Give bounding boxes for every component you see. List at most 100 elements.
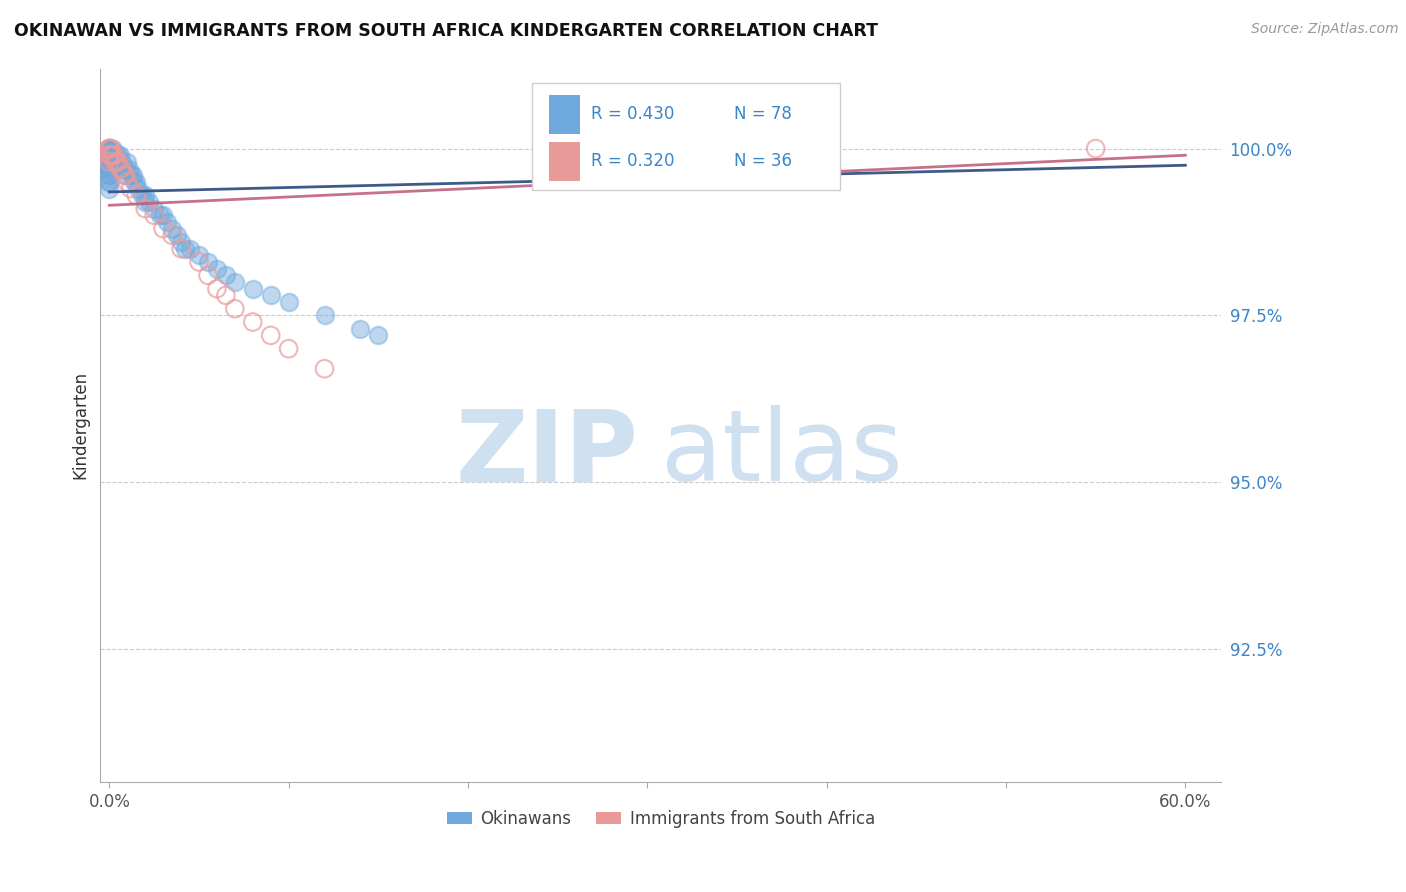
Point [98,142,121,156]
Point [98,142,121,156]
Point [98,181,121,195]
Point [98,155,121,169]
Point [108,161,131,176]
Point [120,181,142,195]
Point [107,148,129,162]
Point [134,194,156,209]
Point [98,161,121,176]
Point [98,148,121,162]
Point [100,142,122,156]
Point [98,142,121,156]
Point [205,282,228,296]
Point [242,315,264,329]
Point [197,255,219,269]
Point [152,208,174,222]
Point [349,321,371,335]
Point [98,142,121,156]
Point [98,175,121,189]
Text: N = 36: N = 36 [734,153,792,170]
Point [143,202,166,216]
Point [100,142,122,156]
Point [131,188,153,202]
Point [277,295,299,310]
Point [127,181,149,195]
Point [224,301,246,316]
Point [143,208,166,222]
Legend: Okinawans, Immigrants from South Africa: Okinawans, Immigrants from South Africa [440,804,882,835]
Point [98,142,121,156]
Point [111,161,134,176]
Point [125,175,148,189]
Point [205,261,228,276]
Point [160,221,183,235]
Point [98,161,121,176]
Text: R = 0.320: R = 0.320 [592,153,675,170]
Point [124,175,146,189]
Point [98,142,121,156]
Point [120,168,142,182]
Point [105,155,128,169]
Point [215,288,238,302]
Point [215,268,238,283]
Point [100,148,122,162]
Point [1084,142,1107,156]
Point [100,161,122,176]
Point [98,155,121,169]
Point [101,148,124,162]
Point [101,142,124,156]
Point [104,148,127,162]
Text: OKINAWAN VS IMMIGRANTS FROM SOUTH AFRICA KINDERGARTEN CORRELATION CHART: OKINAWAN VS IMMIGRANTS FROM SOUTH AFRICA… [14,22,879,40]
Point [105,155,128,169]
Point [314,361,336,376]
Point [112,168,135,182]
Text: atlas: atlas [661,406,903,502]
Point [104,161,127,176]
Point [117,168,139,182]
Point [114,161,136,176]
Point [98,148,121,162]
Text: Source: ZipAtlas.com: Source: ZipAtlas.com [1251,22,1399,37]
Point [160,228,183,243]
Point [100,148,122,162]
Point [367,328,389,343]
Point [104,155,127,169]
Point [117,175,139,189]
Point [107,155,129,169]
Point [179,242,201,256]
Point [100,155,122,169]
Point [98,148,121,162]
Point [111,155,134,169]
Point [104,148,127,162]
Bar [548,95,581,134]
Point [98,142,121,156]
Point [98,161,121,176]
Point [188,255,211,269]
Point [98,175,121,189]
Point [170,235,193,249]
Point [156,215,179,229]
Text: ZIP: ZIP [456,406,638,502]
Point [166,228,188,243]
Point [134,188,156,202]
Point [121,168,143,182]
Text: R = 0.430: R = 0.430 [592,105,675,123]
FancyBboxPatch shape [531,83,841,190]
Point [98,168,121,182]
Point [98,142,121,156]
Point [188,248,211,262]
Point [260,288,283,302]
Point [98,142,121,156]
Point [98,142,121,156]
Point [224,275,246,289]
Point [98,142,121,156]
Point [314,309,336,323]
Point [260,328,283,343]
Text: N = 78: N = 78 [734,105,792,123]
Point [101,148,124,162]
Point [173,242,195,256]
Point [112,161,135,176]
Point [98,168,121,182]
Point [108,148,131,162]
Point [108,161,131,176]
Point [107,155,129,169]
